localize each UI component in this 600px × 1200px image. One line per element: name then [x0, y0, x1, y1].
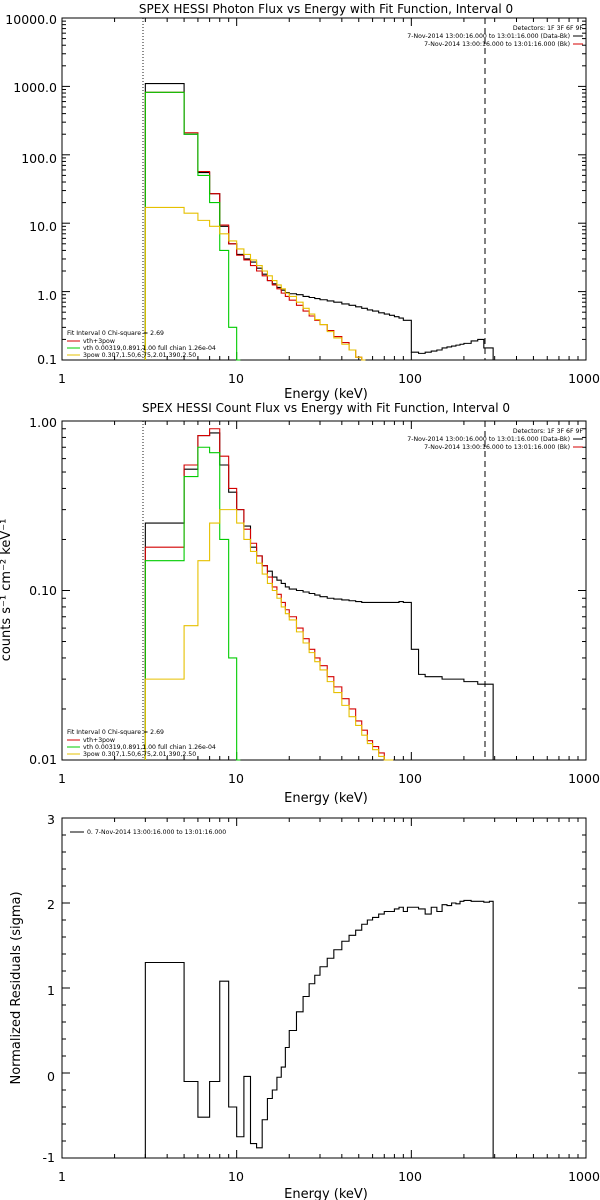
- residuals-x-tick-label: 1000: [568, 1169, 600, 1184]
- residuals-series-line-0: [144, 899, 494, 1158]
- count-flux-legend-label: vth 0.00319,0.891,1.00 full chian 1.26e-…: [83, 744, 216, 751]
- count-flux-y-axis-label: counts s⁻¹ cm⁻² keV⁻¹: [0, 519, 14, 662]
- residuals-y-tick-label: 3: [47, 812, 55, 827]
- residuals-x-tick-label: 100: [398, 1169, 422, 1184]
- photon-flux-series-line-0: [144, 83, 494, 360]
- photon-flux-legend: Fit Interval 0 Chi-square = 2.69 vth+3po…: [67, 330, 216, 359]
- residuals-legend-label: 0. 7-Nov-2014 13:00:16.000 to 13:01:16.0…: [87, 829, 226, 836]
- count-flux-x-axis-label: Energy (keV): [284, 791, 368, 806]
- residuals-x-ticks: [61, 818, 587, 1158]
- count-flux-legend: Fit Interval 0 Chi-square = 2.69 vth+3po…: [67, 729, 216, 758]
- photon-flux-y-tick-label: 10.0: [29, 219, 57, 234]
- photon-flux-panel: SPEX HESSI Photon Flux vs Energy with Fi…: [5, 2, 600, 402]
- photon-flux-y-tick-label: 0.1: [37, 352, 57, 367]
- residuals-x-tick-label: 1: [58, 1169, 66, 1184]
- photon-flux-bk-interval-text: 7-Nov-2014 13:00:16.000 to 13:01:16.000 …: [424, 41, 570, 48]
- photon-flux-series: [144, 83, 494, 361]
- count-flux-detectors-text: Detectors: 1F 3F 6F 9F: [513, 428, 584, 435]
- photon-flux-y-ticks: [62, 17, 586, 361]
- photon-flux-info-block: Detectors: 1F 3F 6F 9F 7-Nov-2014 13:00:…: [407, 25, 583, 48]
- residuals-legend: 0. 7-Nov-2014 13:00:16.000 to 13:01:16.0…: [70, 829, 226, 836]
- photon-flux-legend-label: 3pow 0.307,1.50,6.75,2.01,390,2.50: [83, 352, 196, 359]
- photon-flux-x-tick-label: 1: [58, 371, 66, 386]
- photon-flux-x-tick-label: 100: [398, 371, 422, 386]
- residuals-x-tick-label: 10: [228, 1169, 244, 1184]
- photon-flux-data-interval-text: 7-Nov-2014 13:00:16.000 to 13:01:16.000 …: [407, 33, 570, 40]
- photon-flux-fit-summary: Fit Interval 0 Chi-square = 2.69: [67, 330, 164, 337]
- photon-flux-series-line-3: [144, 206, 366, 361]
- photon-flux-detectors-text: Detectors: 1F 3F 6F 9F: [513, 25, 584, 32]
- count-flux-fit-summary: Fit Interval 0 Chi-square = 2.69: [67, 729, 164, 736]
- photon-flux-series-line-1: [144, 91, 366, 361]
- residuals-y-tick-label: 2: [47, 897, 55, 912]
- count-flux-x-tick-label: 1000: [568, 771, 600, 786]
- count-flux-info-block: Detectors: 1F 3F 6F 9F 7-Nov-2014 13:00:…: [407, 428, 583, 451]
- count-flux-series-line-3: [144, 509, 394, 761]
- count-flux-series-line-1: [144, 428, 394, 761]
- residuals-panel: 1 10 100 1000 -1 0 1 2 3 Energy (keV) No…: [9, 812, 600, 1200]
- residuals-plot-frame: [61, 817, 587, 1159]
- photon-flux-x-tick-label: 10: [228, 371, 244, 386]
- residuals-y-tick-label: 0: [47, 1069, 55, 1084]
- photon-flux-x-axis-label: Energy (keV): [284, 387, 368, 402]
- count-flux-x-ticks: [61, 421, 587, 760]
- photon-flux-legend-label: vth 0.00319,0.891,1.00 full chian 1.26e-…: [83, 345, 216, 352]
- photon-flux-x-ticks: [61, 18, 587, 360]
- photon-flux-title: SPEX HESSI Photon Flux vs Energy with Fi…: [139, 2, 513, 16]
- count-flux-legend-label: vth+3pow: [83, 737, 115, 744]
- residuals-y-tick-label: -1: [43, 1150, 55, 1165]
- photon-flux-series-line-2: [144, 91, 241, 361]
- photon-flux-y-tick-label: 1000.0: [13, 80, 57, 95]
- residuals-y-ticks: [62, 817, 586, 1159]
- count-flux-y-tick-label: 1.00: [29, 415, 57, 430]
- count-flux-series: [144, 428, 494, 761]
- count-flux-x-tick-label: 10: [228, 771, 244, 786]
- photon-flux-x-tick-label: 1000: [568, 371, 600, 386]
- count-flux-y-ticks: [62, 420, 586, 761]
- count-flux-series-line-2: [144, 446, 241, 761]
- residuals-series: [144, 899, 494, 1158]
- residuals-y-axis-label: Normalized Residuals (sigma): [9, 891, 24, 1084]
- count-flux-bk-interval-text: 7-Nov-2014 13:00:16.000 to 13:01:16.000 …: [424, 444, 570, 451]
- count-flux-x-tick-label: 100: [398, 771, 422, 786]
- residuals-x-axis-label: Energy (keV): [284, 1187, 368, 1200]
- photon-flux-y-tick-label: 100.0: [21, 151, 57, 166]
- count-flux-data-interval-text: 7-Nov-2014 13:00:16.000 to 13:01:16.000 …: [407, 436, 570, 443]
- count-flux-legend-label: 3pow 0.307,1.50,6.75,2.01,390,2.50: [83, 751, 196, 758]
- photon-flux-legend-label: vth+3pow: [83, 338, 115, 345]
- photon-flux-plot-frame: [61, 17, 587, 361]
- count-flux-title: SPEX HESSI Count Flux vs Energy with Fit…: [142, 401, 510, 415]
- count-flux-y-tick-label: 0.01: [29, 752, 57, 767]
- count-flux-x-tick-label: 1: [58, 771, 66, 786]
- count-flux-y-tick-label: 0.10: [29, 583, 57, 598]
- photon-flux-y-tick-label: 1.0: [37, 288, 57, 303]
- count-flux-plot-frame: [61, 420, 587, 761]
- count-flux-panel: SPEX HESSI Count Flux vs Energy with Fit…: [0, 401, 600, 806]
- residuals-y-tick-label: 1: [47, 983, 55, 998]
- photon-flux-y-tick-label: 10000.0: [5, 12, 57, 27]
